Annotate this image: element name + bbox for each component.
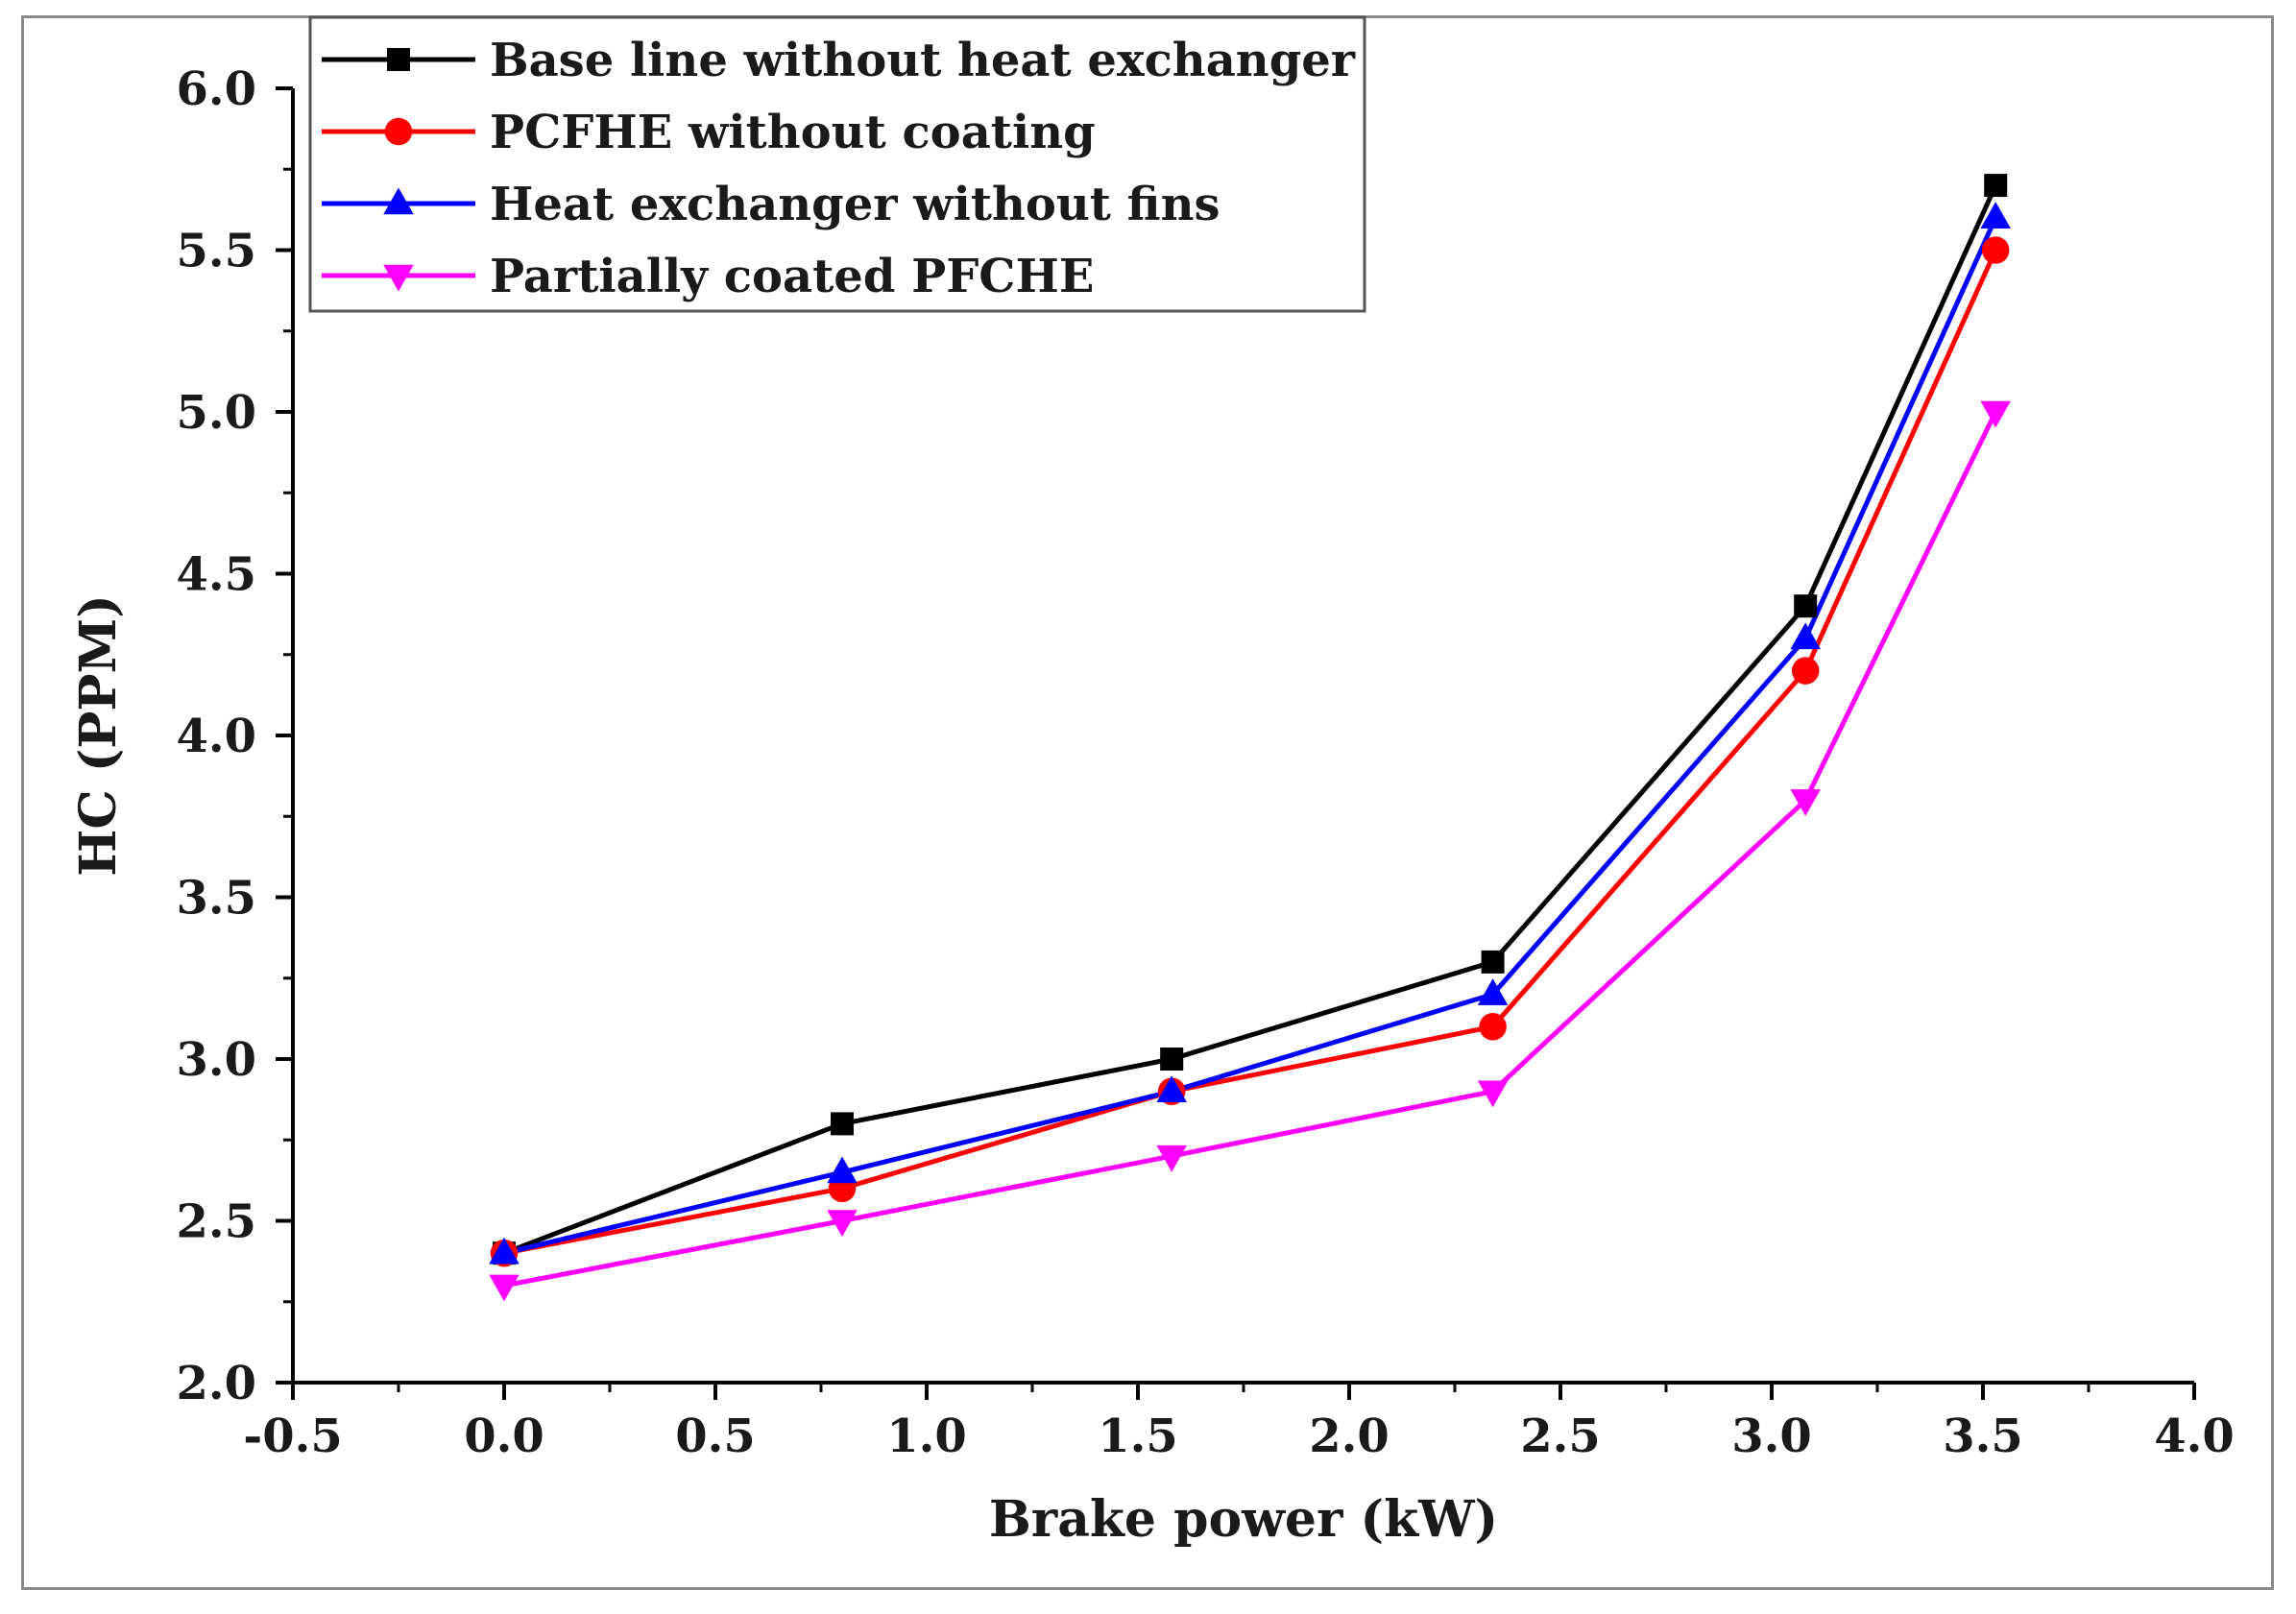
- x-tick-label: 4.0: [2154, 1409, 2235, 1463]
- legend-box: [308, 15, 1366, 313]
- series-3-point: [489, 1237, 520, 1265]
- y-tick-label: 4.0: [176, 710, 256, 763]
- y-tick-label: 3.5: [176, 872, 256, 926]
- x-tick-label: 2.0: [1309, 1409, 1390, 1463]
- x-tick-label: 1.5: [1098, 1409, 1178, 1463]
- x-tick-label: 3.5: [1943, 1409, 2023, 1463]
- legend-label: Heat exchanger without fins: [490, 178, 1221, 231]
- series-1-point: [1481, 950, 1505, 974]
- series-2-point: [1791, 657, 1820, 685]
- y-tick-label: 5.5: [176, 225, 256, 278]
- y-tick-label: 4.5: [176, 548, 256, 602]
- x-tick-label: -0.5: [243, 1409, 342, 1463]
- x-tick-label: 0.0: [464, 1409, 544, 1463]
- plot-markers: [489, 174, 2011, 1302]
- series-line-4: [503, 410, 1998, 1289]
- x-tick-label: 0.5: [675, 1409, 756, 1463]
- series-3-point: [1156, 1075, 1187, 1102]
- series-3-point: [1980, 202, 2011, 229]
- legend: Base line without heat exchanger PCFHE wi…: [308, 15, 1366, 313]
- x-tick-label: 2.5: [1520, 1409, 1601, 1463]
- legend-label: Base line without heat exchanger: [490, 34, 1356, 87]
- series-4-point: [1477, 1080, 1509, 1108]
- series-3-point: [1790, 622, 1821, 650]
- series-3-point: [1477, 978, 1509, 1005]
- series-4-point: [1980, 400, 2011, 428]
- legend-label: Partially coated PFCHE: [490, 250, 1094, 303]
- x-tick-label: 3.0: [1731, 1409, 1812, 1463]
- legend-swatch-marker: [384, 117, 413, 146]
- x-tick-label: 1.0: [886, 1409, 967, 1463]
- plot-lines: [503, 184, 1998, 1289]
- y-tick-label: 3.0: [176, 1033, 256, 1087]
- x-axis-title: Brake power (kW): [989, 1490, 1498, 1549]
- series-line-1: [503, 184, 1998, 1256]
- series-line-3: [503, 216, 1998, 1256]
- series-3-point: [827, 1156, 858, 1184]
- y-tick-label: 6.0: [176, 62, 256, 116]
- series-2-point: [1479, 1013, 1507, 1041]
- series-4-point: [1156, 1144, 1187, 1172]
- series-4-point: [827, 1210, 858, 1237]
- y-axis-title: HC (PPM): [69, 594, 128, 877]
- legend-swatch-marker: [383, 187, 414, 215]
- axes: -0.5 0.0 0.5 1.0 1.5 2.0 2.5 3.0 3.5 4.0 2.0 2.5 3.0…: [176, 62, 2234, 1463]
- series-1-point: [831, 1112, 854, 1136]
- series-4-point: [489, 1274, 520, 1302]
- legend-label: PCFHE without coating: [490, 106, 1096, 159]
- series-1-point: [1794, 594, 1818, 618]
- legend-swatch-marker: [383, 264, 414, 292]
- legend-swatch-marker: [387, 48, 410, 71]
- series-1-point: [1984, 174, 2008, 198]
- series-4-point: [1790, 789, 1821, 816]
- series-line-2: [503, 249, 1998, 1256]
- y-tick-label: 2.5: [176, 1195, 256, 1249]
- y-tick-label: 5.0: [176, 386, 256, 440]
- y-tick-label: 2.0: [176, 1357, 256, 1410]
- series-2-point: [1981, 236, 2010, 264]
- series-1-point: [1160, 1048, 1184, 1071]
